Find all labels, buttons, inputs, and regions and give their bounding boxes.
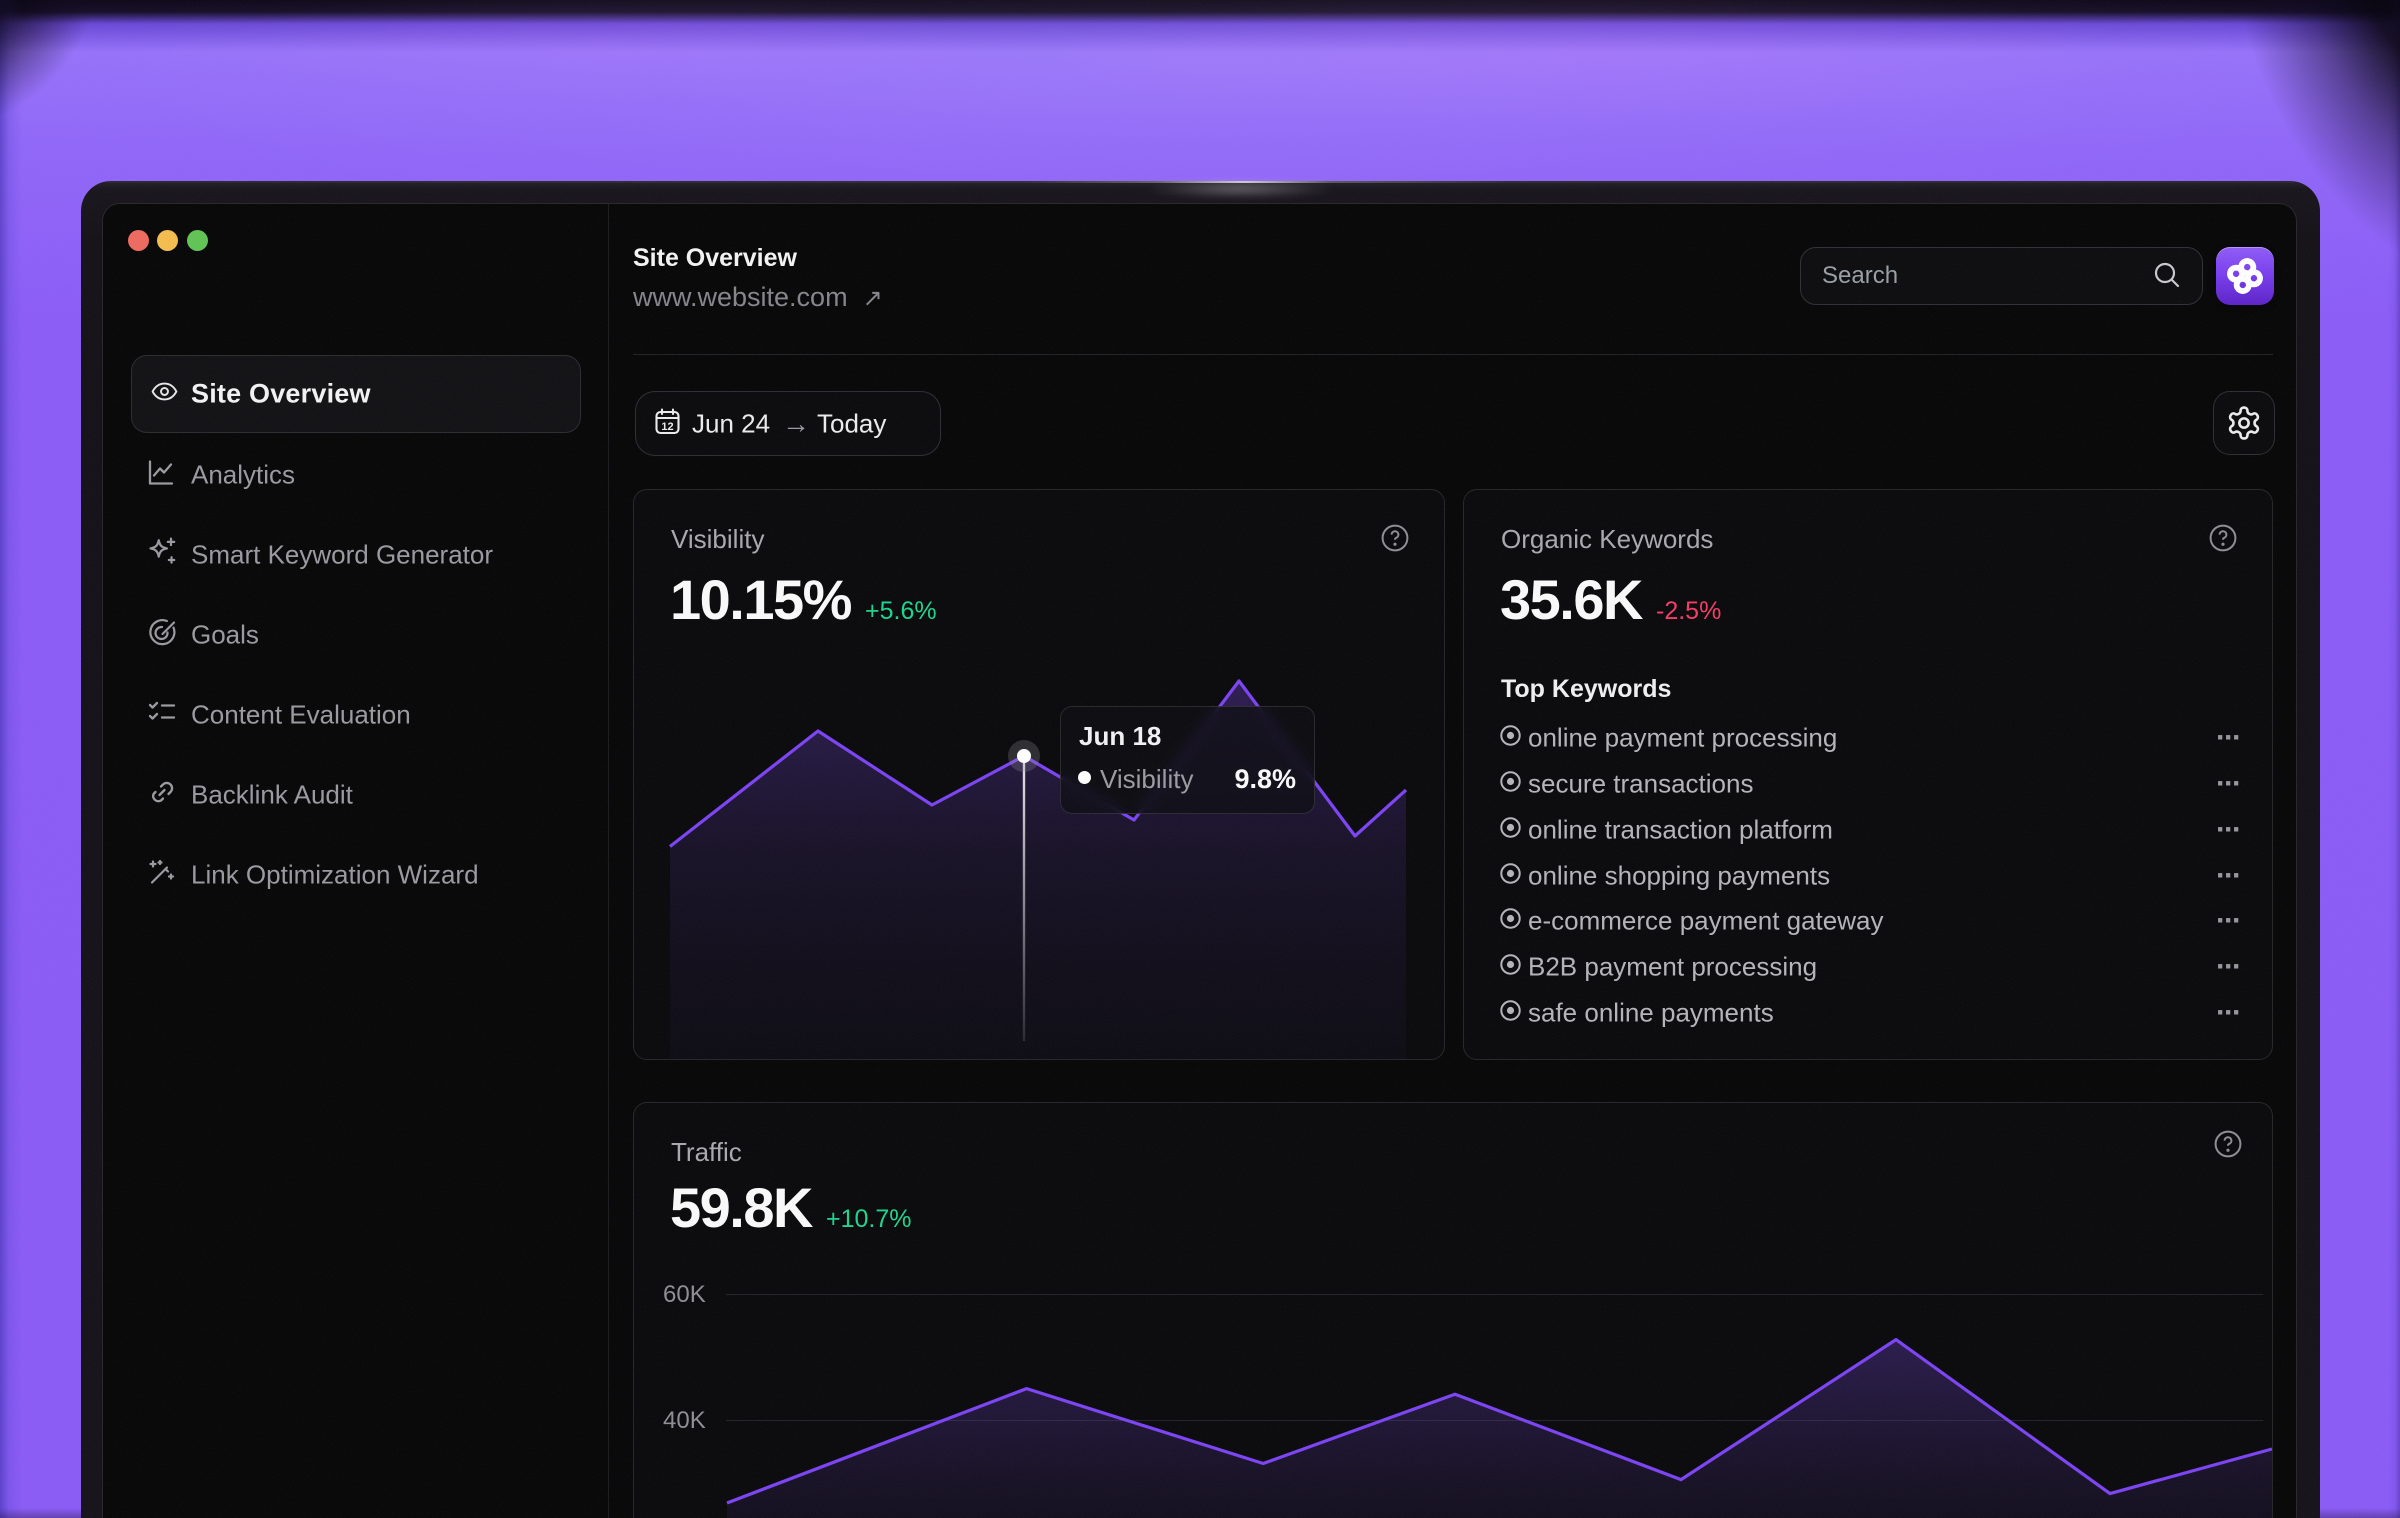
- svg-text:12: 12: [661, 421, 673, 433]
